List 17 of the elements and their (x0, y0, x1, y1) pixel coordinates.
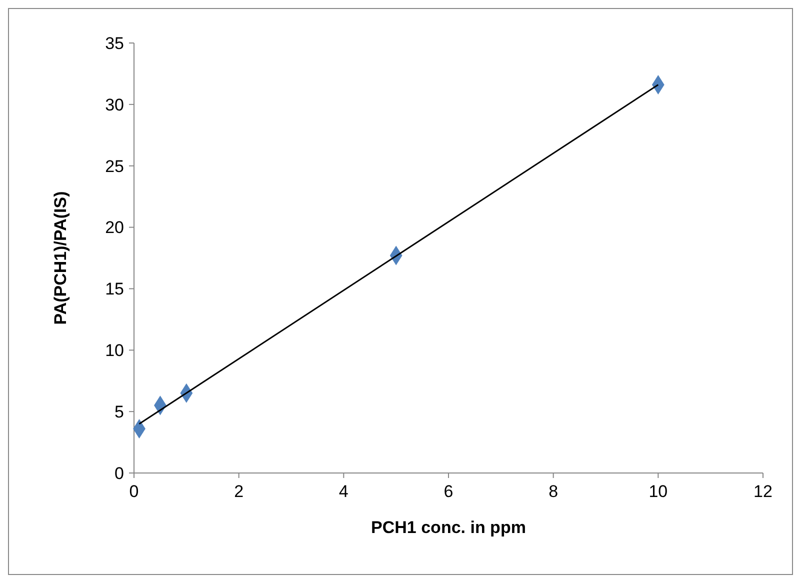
x-tick-label: 12 (754, 482, 772, 501)
x-tick-label: 2 (234, 482, 244, 501)
x-tick-label: 10 (648, 482, 668, 501)
x-tick-label: 6 (444, 482, 454, 501)
x-tick-label: 4 (338, 482, 348, 501)
y-axis-title: PA(PCH1)/PA(IS) (51, 191, 70, 325)
y-tick-label: 35 (105, 34, 124, 53)
y-tick-label: 15 (105, 280, 124, 299)
x-axis-title: PCH1 conc. in ppm (371, 518, 526, 537)
y-tick-label: 25 (105, 156, 124, 176)
y-tick-label: 30 (105, 95, 124, 114)
y-tick-label: 5 (114, 402, 124, 422)
x-tick-label: 0 (129, 482, 139, 501)
y-tick-label: 10 (105, 341, 124, 360)
y-tick-label: 0 (114, 464, 124, 483)
x-tick-label: 8 (548, 482, 558, 501)
y-tick-label: 20 (105, 218, 124, 238)
